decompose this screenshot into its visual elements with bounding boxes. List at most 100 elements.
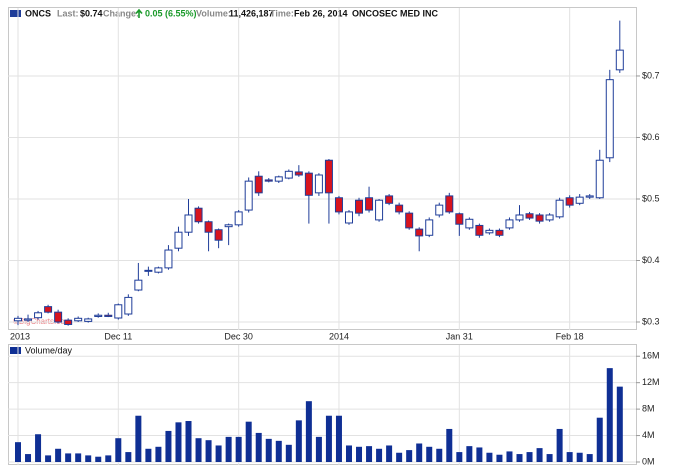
volume-bar [335,415,342,462]
candle-body [605,79,614,159]
volume-panel [8,344,637,465]
volume-bar [115,438,122,462]
volume-bar [35,434,42,462]
company-name: ONCOSEC MED INC [352,8,439,18]
candle-body [465,218,474,229]
volume-bar [25,454,32,462]
candle-body [34,312,43,319]
volume-bar [376,448,383,462]
volume-bar [616,386,623,462]
candle-body [114,304,123,319]
candle-body [94,314,103,317]
candle-body [475,224,484,236]
candle-body [595,159,604,199]
volume-bar [85,455,92,462]
volume-bar [426,446,433,462]
volume-title: Volume/day [25,345,73,355]
volume-bar [305,401,312,462]
candle-body [124,296,133,315]
volume-bar [315,436,322,462]
volume-bar [145,448,152,462]
y-tick-label: 0M [642,456,655,466]
candle-body [234,211,243,226]
candle-body [555,199,564,218]
candle-body [174,231,183,249]
y-tick-label: $0.7 [642,70,660,80]
volume-bar [416,443,423,462]
field-value: $0.74 [80,8,103,18]
y-tick-label: $0.4 [642,255,660,265]
candle-body [164,249,173,269]
price-panel [8,7,637,330]
volume-bar [456,452,463,462]
volume-bar [586,454,593,462]
volume-bar [65,453,72,462]
candle-body [244,180,253,211]
candle-body [44,306,53,313]
candle-body [24,318,33,321]
volume-bar [406,450,413,462]
volume-bar [526,452,533,462]
candle-body [104,314,113,317]
volume-bar [175,422,182,462]
x-tick-label: 2014 [329,331,349,341]
volume-bar [466,446,473,462]
volume-bar [486,452,493,462]
field-label: Volume: [196,8,231,18]
volume-bar [496,454,503,462]
volume-bar [135,415,142,462]
volume-bar [356,446,363,462]
candle-body [74,317,83,322]
candle-body [14,317,22,322]
volume-bar [436,448,443,462]
volume-bar [235,436,242,462]
volume-bar [536,448,543,462]
candle-body [365,197,374,211]
volume-bar [546,454,553,462]
candle-body [304,172,313,196]
candle-body [515,214,524,221]
candle-body [445,195,454,213]
volume-bar [75,453,82,462]
volume-bar [476,447,483,462]
candle-body [184,214,193,233]
volume-bar [576,452,583,462]
volume-bar [506,451,513,462]
candle-body [575,196,584,204]
candle-body [314,174,323,194]
candle-body [395,204,404,213]
symbol: ONCS [25,8,51,18]
candle-body [385,195,394,204]
volume-bar [245,421,252,462]
volume-bar [215,445,222,462]
candle-body [375,199,384,221]
candle-body [134,279,143,291]
candle-body [435,204,444,216]
candle-body [264,179,273,182]
volume-bar [155,446,162,462]
volume-bar [325,415,332,462]
volume-bar [566,452,573,462]
volume-bar [596,417,603,462]
candle-body [535,214,544,222]
candle-body [284,170,293,179]
y-tick-label: 8M [642,403,655,413]
candle-body [585,195,594,198]
candle-body [324,159,333,194]
volume-bar [125,452,132,462]
candle-body [525,213,534,219]
volume-bar [265,438,272,462]
x-tick-label: Feb 18 [556,331,584,341]
candle-body [565,197,574,206]
x-tick-label: Dec 11 [104,331,132,341]
candle-body [224,224,233,228]
marks [14,20,624,462]
volume-bar [255,432,262,462]
candle-body [64,319,73,325]
candle-body [334,197,343,213]
candle-body [355,199,364,214]
field-label: Change: [103,8,139,18]
volume-bar [165,430,172,462]
candle-body [254,175,263,194]
